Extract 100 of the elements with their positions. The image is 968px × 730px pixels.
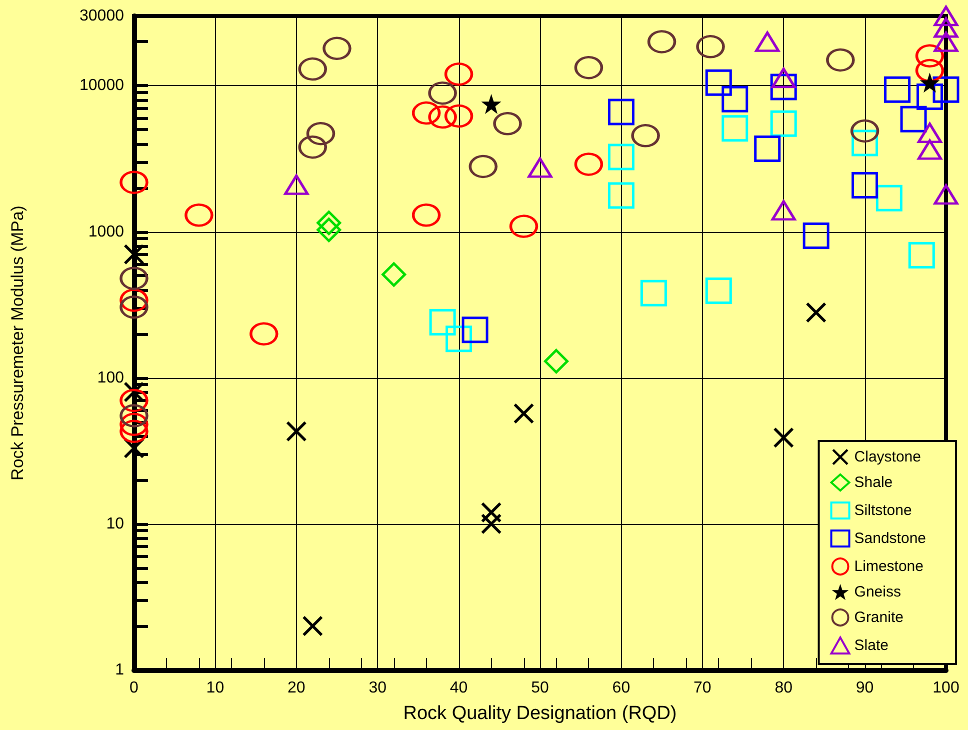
point	[608, 144, 634, 170]
point	[934, 31, 958, 52]
point	[648, 30, 676, 54]
point	[412, 101, 441, 125]
point	[918, 122, 942, 144]
x-tick-label: 0	[130, 680, 139, 696]
point	[481, 514, 502, 534]
point	[916, 58, 944, 82]
point	[298, 57, 327, 81]
legend-label: Granite	[854, 609, 904, 626]
point	[934, 184, 958, 205]
point	[918, 139, 942, 160]
y-tick-label: 1000	[88, 223, 124, 240]
point	[120, 266, 148, 290]
point	[774, 428, 794, 448]
point	[124, 244, 144, 264]
point	[631, 124, 660, 148]
point	[802, 222, 830, 249]
legend-label: Siltstone	[854, 502, 912, 519]
point	[722, 86, 748, 112]
y-axis-title: Rock Pressuremeter Modulus (MPa)	[8, 206, 27, 480]
point	[428, 81, 457, 105]
x-axis-title: Rock Quality Designation (RQD)	[403, 703, 677, 724]
point	[920, 72, 940, 93]
point	[884, 76, 911, 103]
point	[284, 174, 309, 195]
point	[493, 112, 522, 136]
point	[429, 309, 456, 336]
point	[806, 302, 826, 323]
point	[608, 182, 634, 209]
x-tick-label: 20	[288, 680, 306, 696]
x-tick-label: 90	[856, 680, 874, 696]
point	[574, 152, 603, 176]
y-tick-label: 100	[97, 369, 124, 386]
point	[468, 154, 498, 178]
point	[481, 94, 502, 114]
point	[428, 105, 457, 129]
legend-label: Shale	[854, 474, 893, 491]
point	[286, 421, 306, 442]
y-tick-label: 10000	[80, 77, 124, 94]
point	[444, 104, 474, 128]
point	[722, 115, 748, 142]
legend-label: Gneiss	[854, 584, 901, 600]
point	[120, 404, 148, 428]
legend-label: Slate	[854, 637, 888, 654]
x-tick-label: 70	[694, 680, 712, 696]
x-tick-label: 80	[774, 680, 793, 696]
point	[412, 203, 441, 227]
point	[322, 36, 352, 60]
x-tick-label: 50	[531, 680, 549, 696]
point	[850, 119, 880, 143]
x-tick-label: 60	[612, 680, 630, 696]
point	[934, 17, 958, 38]
point	[705, 277, 732, 304]
point	[696, 34, 725, 58]
point	[382, 262, 406, 287]
point	[446, 326, 472, 352]
point	[120, 412, 148, 436]
x-tick-label: 40	[450, 680, 468, 696]
point	[528, 157, 552, 178]
y-tick-label: 10	[106, 515, 124, 532]
point	[574, 56, 603, 80]
x-tick-label: 30	[368, 680, 387, 696]
point	[302, 616, 323, 636]
legend-label: Sandstone	[854, 530, 926, 547]
legend-label: Limestone	[854, 558, 924, 575]
point	[771, 200, 796, 221]
point	[462, 316, 488, 344]
y-tick-label: 1	[115, 662, 124, 678]
x-tick-label: 100	[932, 680, 960, 696]
x-tick-label: 10	[206, 680, 224, 696]
point	[826, 48, 855, 72]
point	[444, 62, 474, 86]
point	[932, 76, 960, 103]
point	[900, 106, 927, 132]
point	[544, 348, 568, 374]
point	[298, 135, 327, 159]
point	[852, 172, 878, 199]
point	[916, 84, 944, 110]
point	[514, 404, 534, 424]
point	[908, 242, 935, 269]
y-tick-label: 30000	[80, 8, 124, 24]
point	[754, 136, 781, 162]
point	[916, 44, 944, 68]
point	[120, 295, 148, 319]
point	[316, 218, 342, 242]
point	[755, 31, 780, 52]
point	[510, 214, 538, 238]
point	[120, 388, 148, 412]
point	[120, 420, 148, 444]
point	[771, 68, 796, 88]
point	[306, 122, 336, 146]
point	[770, 110, 797, 137]
point	[705, 69, 732, 96]
point	[120, 170, 148, 194]
point	[934, 6, 958, 26]
legend-label: Claystone	[854, 448, 921, 466]
point	[316, 210, 342, 236]
point	[640, 280, 667, 306]
point	[250, 322, 278, 346]
